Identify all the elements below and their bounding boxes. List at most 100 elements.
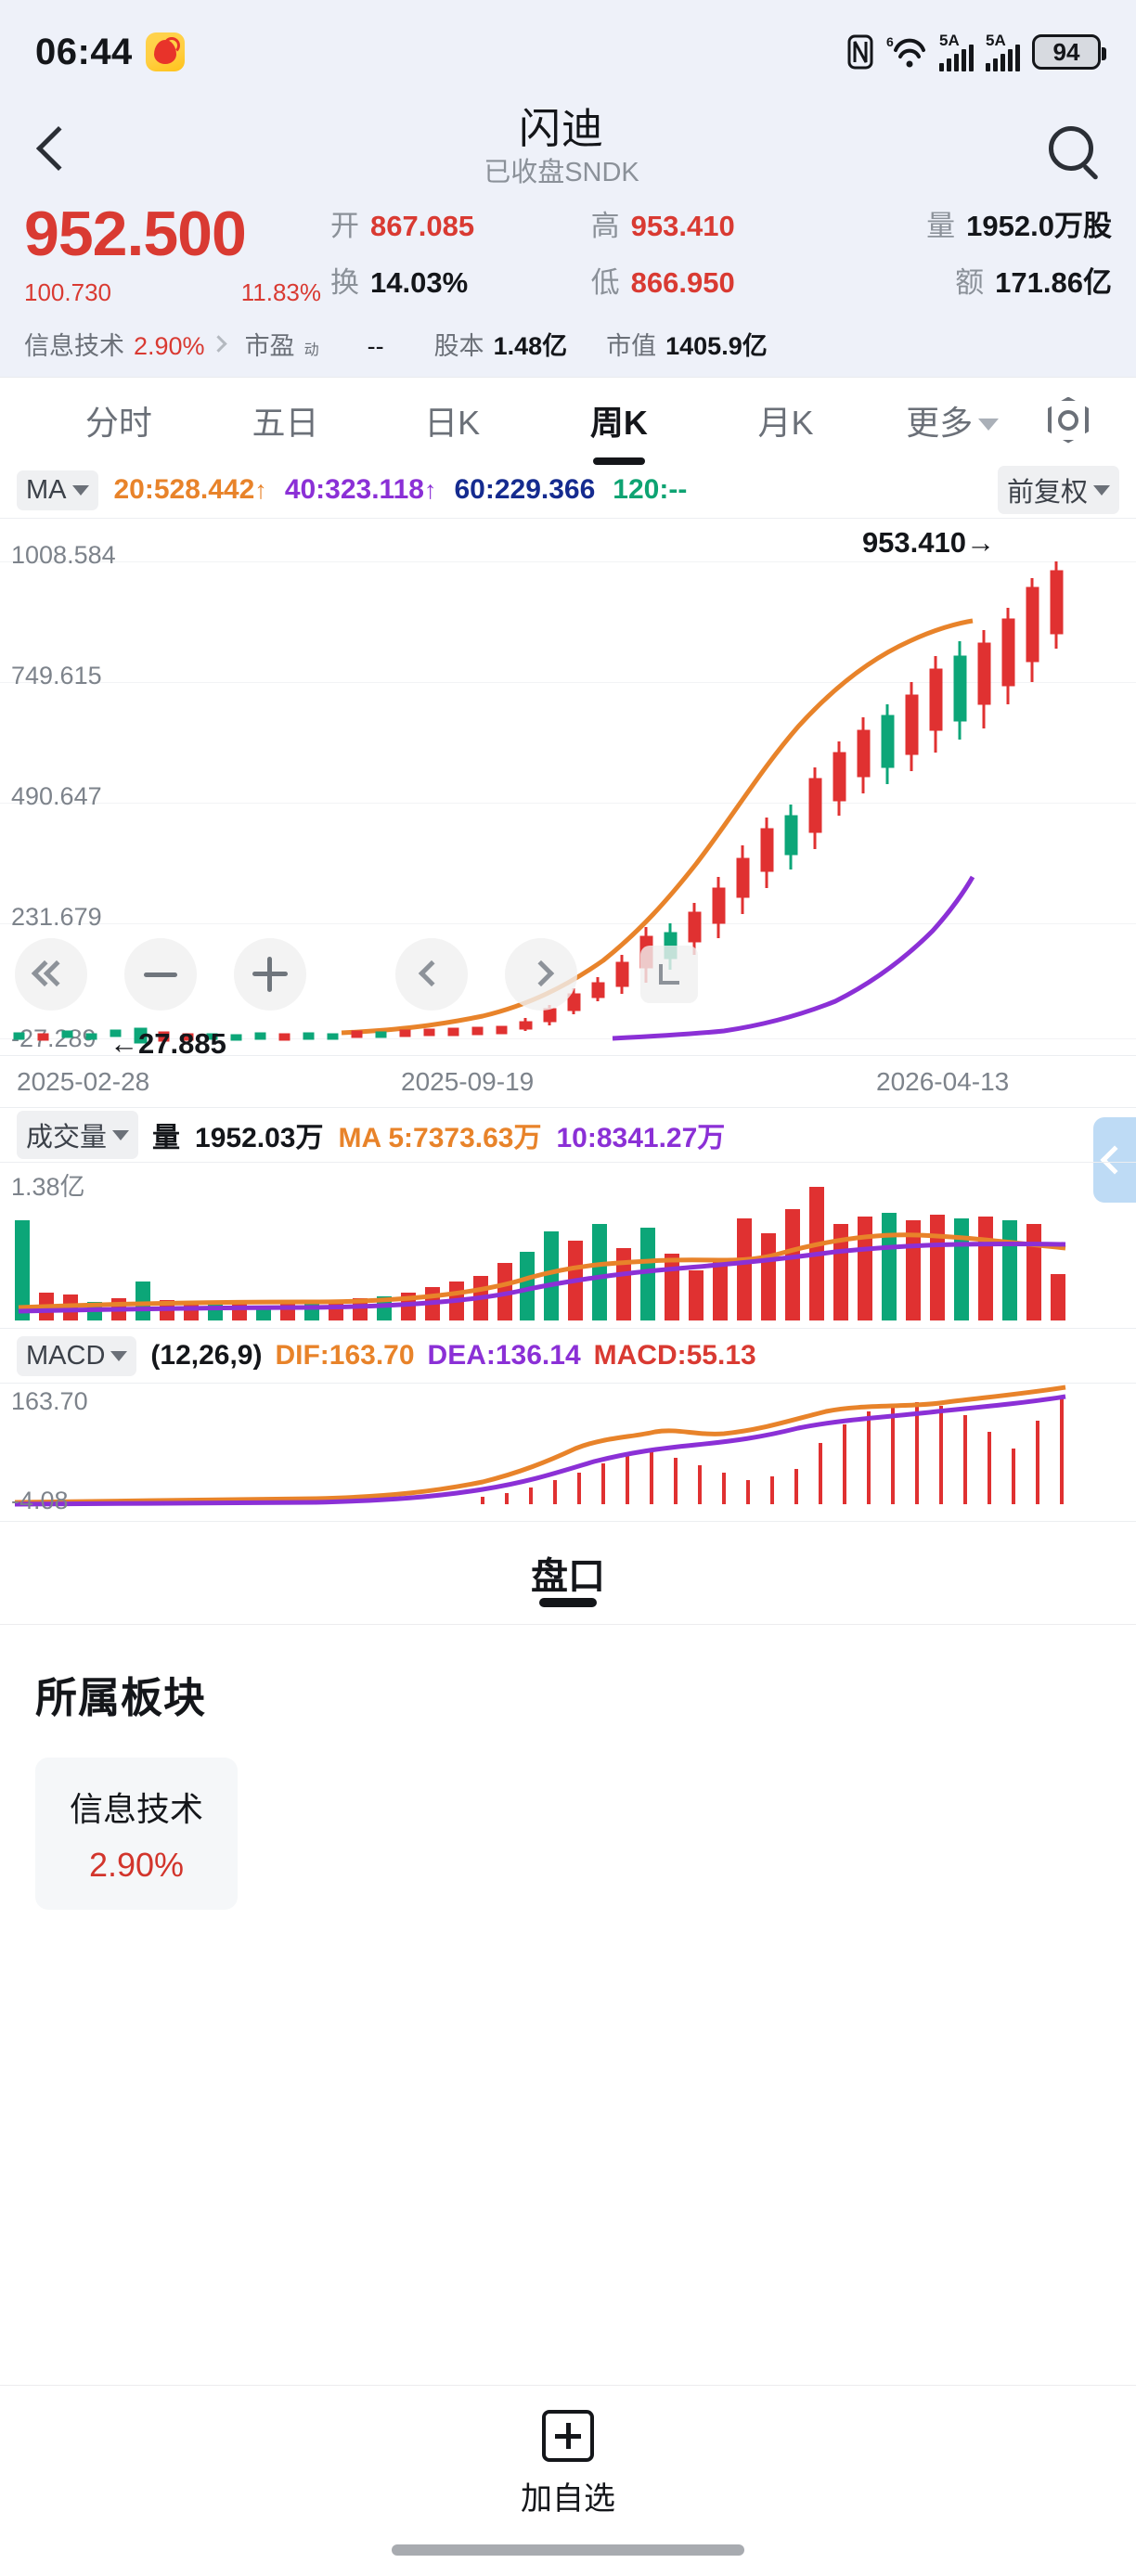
stat-open-value: 867.085 xyxy=(370,210,475,242)
tab-more[interactable]: 更多 xyxy=(869,396,1036,444)
stat-amount: 额 171.86亿 xyxy=(851,259,1112,301)
tab-five-day[interactable]: 五日 xyxy=(202,396,369,444)
nfc-icon xyxy=(847,34,873,70)
stat-low: 低 866.950 xyxy=(591,259,852,301)
tab-daily-k[interactable]: 日K xyxy=(368,396,536,444)
y-label-2: 490.647 xyxy=(11,782,102,810)
tab-minute-label: 分时 xyxy=(84,403,152,442)
zoom-out-button[interactable] xyxy=(124,938,197,1011)
battery-icon: 94 xyxy=(1032,34,1106,70)
stat-low-key: 低 xyxy=(590,266,620,299)
macd-chart[interactable]: 163.70 -4.08 xyxy=(0,1383,1136,1522)
ma20-value: 20:528.442↑ xyxy=(113,474,267,505)
y-label-4: -27.289 xyxy=(11,1024,97,1052)
ma-indicator-bar: MA 20:528.442↑ 40:323.118↑ 60:229.366 12… xyxy=(0,462,1136,518)
y-label-1: 749.615 xyxy=(11,662,102,689)
stat-high-value: 953.410 xyxy=(630,210,735,242)
chart-side-handle[interactable] xyxy=(1093,1117,1136,1203)
x-label-0: 2025-02-28 xyxy=(17,1066,150,1096)
macd-params: (12,26,9) xyxy=(150,1340,263,1371)
quote-price-block: 952.500 100.730 11.83% xyxy=(24,202,330,307)
macd-indicator-selector[interactable]: MACD xyxy=(17,1335,137,1376)
stat-high-key: 高 xyxy=(590,210,620,242)
stat-shares-key: 股本 xyxy=(433,332,484,360)
order-book-tab-label: 盘口 xyxy=(531,1546,605,1600)
chart-settings-button[interactable] xyxy=(1036,396,1101,444)
collapse-left-button[interactable] xyxy=(15,938,87,1011)
chart-low-marker: ←27.885 xyxy=(110,1027,226,1060)
tab-minute[interactable]: 分时 xyxy=(35,396,202,444)
stat-amount-key: 额 xyxy=(955,266,985,299)
sector-card-name: 信息技术 xyxy=(69,1790,203,1828)
sector-link-pct: 2.90% xyxy=(134,332,205,360)
order-book-tab[interactable]: 盘口 xyxy=(0,1522,1136,1624)
tab-weekly-k[interactable]: 周K xyxy=(536,396,703,444)
search-icon[interactable] xyxy=(1048,126,1093,171)
stat-pe-key: 市盈 xyxy=(244,332,295,360)
stat-open: 开 867.085 xyxy=(330,202,591,244)
tab-more-label: 更多 xyxy=(906,403,974,442)
fullscreen-icon xyxy=(659,964,679,985)
x-label-2: 2026-04-13 xyxy=(876,1066,1010,1096)
add-to-watchlist-label: 加自选 xyxy=(521,2481,615,2517)
back-icon[interactable] xyxy=(35,125,82,172)
tab-weekly-k-label: 周K xyxy=(589,403,648,442)
zoom-in-button[interactable] xyxy=(234,938,306,1011)
signal-5a-icon-2: 5A xyxy=(986,32,1020,71)
chart-settings-icon xyxy=(1048,396,1090,444)
wifi6-icon: 6 xyxy=(886,34,925,68)
stat-open-key: 开 xyxy=(330,210,359,242)
tab-monthly-k[interactable]: 月K xyxy=(703,396,870,444)
header-title-block: 闪迪 已收盘SNDK xyxy=(484,108,639,187)
page-right-button[interactable] xyxy=(505,938,577,1011)
stat-high: 高 953.410 xyxy=(591,202,852,244)
svg-text:6: 6 xyxy=(886,34,894,49)
volume-indicator-bar: 成交量 量 1952.03万 MA 5:7373.63万 10:8341.27万 xyxy=(0,1108,1136,1203)
status-time: 06:44 xyxy=(35,31,133,72)
app-header: 闪迪 已收盘SNDK xyxy=(0,104,1136,193)
adjust-type-selector[interactable]: 前复权 xyxy=(997,466,1119,514)
volume-chart[interactable]: 1.38亿 xyxy=(0,1162,1136,1329)
status-bar-right: 6 5A 5A 94 xyxy=(846,32,1106,71)
stat-turnover-value: 14.03% xyxy=(370,266,469,299)
stat-pe-value: -- xyxy=(367,332,384,360)
sector-link[interactable]: 信息技术 2.90% xyxy=(24,326,205,362)
stat-amount-value: 171.86亿 xyxy=(995,266,1112,299)
ma120-value: 120:-- xyxy=(613,474,688,505)
macd-dif: DIF:163.70 xyxy=(275,1340,415,1371)
volume-indicator-selector[interactable]: 成交量 xyxy=(17,1111,139,1159)
stat-turnover-rate: 换 14.03% xyxy=(330,259,591,301)
stat-volume-key: 量 xyxy=(926,210,956,242)
ma40-arrow: ↑ xyxy=(423,476,437,504)
volume-indicator-label: 成交量 xyxy=(26,1123,108,1153)
macd-y-bottom: -4.08 xyxy=(11,1487,69,1514)
stat-market-cap: 市值 1405.9亿 xyxy=(606,326,768,362)
macd-indicator-bar: MACD (12,26,9) DIF:163.70 DEA:136.14 MAC… xyxy=(0,1329,1136,1383)
price-change: 100.730 xyxy=(24,278,111,306)
page-subtitle: 已收盘SNDK xyxy=(484,157,639,187)
minus-icon xyxy=(144,972,177,977)
bottom-action-bar: 加自选 xyxy=(0,2385,1136,2576)
tab-five-day-label: 五日 xyxy=(252,403,319,442)
quote-meta-row: 信息技术 2.90% 市盈动 -- 股本 1.48亿 市值 1405.9亿 xyxy=(24,326,1112,362)
x-label-1: 2025-09-19 xyxy=(401,1066,535,1096)
quote-main: 952.500 100.730 11.83% 开 867.085 高 953.4… xyxy=(24,202,1112,307)
macd-values: (12,26,9) DIF:163.70 DEA:136.14 MACD:55.… xyxy=(150,1340,755,1372)
ma60-value: 60:229.366 xyxy=(454,474,596,505)
ma40-value: 40:323.118↑ xyxy=(284,474,437,505)
page-left-button[interactable] xyxy=(395,938,468,1011)
volume-series xyxy=(15,1187,1066,1320)
fullscreen-button[interactable] xyxy=(640,946,698,1003)
macd-hist: MACD:55.13 xyxy=(593,1340,756,1371)
stat-mcap-key: 市值 xyxy=(606,332,657,360)
ma-indicator-selector[interactable]: MA xyxy=(17,470,98,510)
volume-ma10: 10:8341.27万 xyxy=(556,1123,726,1153)
chevrons-left-icon xyxy=(31,960,71,988)
tab-monthly-k-label: 月K xyxy=(757,403,814,442)
add-to-watchlist-button[interactable]: 加自选 xyxy=(521,2410,615,2518)
candlestick-chart[interactable]: 1008.584 749.615 490.647 231.679 -27.289 xyxy=(0,518,1136,1060)
sector-card[interactable]: 信息技术 2.90% xyxy=(35,1758,238,1910)
current-price: 952.500 xyxy=(24,199,247,269)
stat-pe: 市盈动 -- xyxy=(245,326,384,362)
